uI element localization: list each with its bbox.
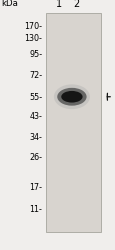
Text: 17-: 17- xyxy=(29,184,42,192)
Text: 2: 2 xyxy=(73,0,79,9)
Text: 1: 1 xyxy=(55,0,61,9)
Text: 170-: 170- xyxy=(24,22,42,31)
Bar xyxy=(45,12,100,232)
Ellipse shape xyxy=(57,88,86,106)
Text: 72-: 72- xyxy=(29,70,42,80)
Ellipse shape xyxy=(53,84,89,109)
Text: 26-: 26- xyxy=(29,154,42,162)
Text: 130-: 130- xyxy=(24,34,42,43)
Text: 43-: 43- xyxy=(29,112,42,121)
Text: kDa: kDa xyxy=(1,0,18,8)
Text: 34-: 34- xyxy=(29,132,42,141)
Text: 95-: 95- xyxy=(29,50,42,59)
Text: 11-: 11- xyxy=(29,205,42,214)
Text: 55-: 55- xyxy=(29,93,42,102)
Ellipse shape xyxy=(61,91,82,102)
